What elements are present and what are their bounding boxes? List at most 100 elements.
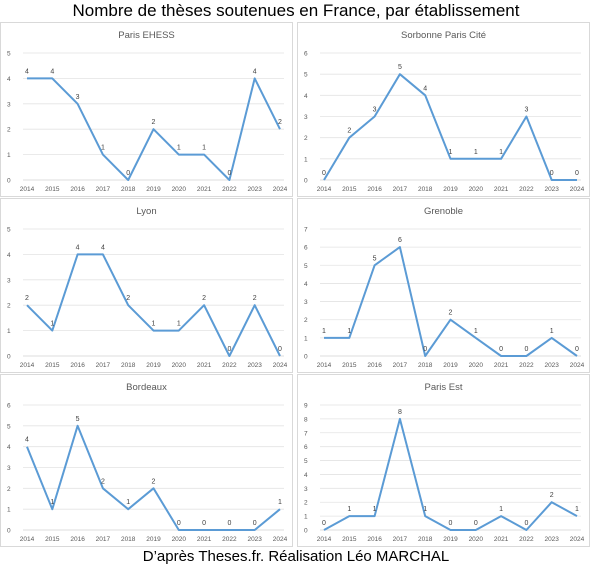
x-tick-label: 2021 bbox=[197, 536, 212, 543]
x-tick-label: 2017 bbox=[96, 362, 111, 369]
data-label: 0 bbox=[423, 346, 427, 353]
x-tick-label: 2023 bbox=[247, 536, 262, 543]
data-label: 1 bbox=[550, 328, 554, 335]
x-tick-label: 2022 bbox=[222, 536, 237, 543]
series-line bbox=[26, 253, 281, 357]
x-tick-label: 2023 bbox=[544, 186, 559, 193]
figure-title: Nombre de thèses soutenues en France, pa… bbox=[72, 1, 520, 20]
x-tick-label: 2014 bbox=[20, 186, 35, 193]
y-tick-label: 6 bbox=[304, 444, 308, 451]
data-label: 1 bbox=[177, 321, 181, 328]
x-tick-label: 2017 bbox=[393, 536, 408, 543]
data-label: 1 bbox=[347, 328, 351, 335]
x-tick-label: 2018 bbox=[418, 362, 433, 369]
y-tick-label: 6 bbox=[304, 245, 308, 252]
y-tick-label: 2 bbox=[304, 317, 308, 324]
data-label: 5 bbox=[398, 64, 402, 71]
y-tick-label: 4 bbox=[7, 444, 11, 451]
x-tick-label: 2022 bbox=[519, 186, 534, 193]
y-tick-label: 3 bbox=[304, 299, 308, 306]
x-tick-label: 2022 bbox=[519, 362, 534, 369]
data-label: 1 bbox=[575, 506, 579, 513]
y-tick-label: 0 bbox=[7, 178, 11, 185]
data-label: 4 bbox=[423, 85, 427, 92]
data-label: 4 bbox=[25, 68, 29, 75]
data-label: 5 bbox=[76, 416, 80, 423]
x-tick-label: 2021 bbox=[197, 186, 212, 193]
x-tick-label: 2024 bbox=[273, 186, 288, 193]
series-line bbox=[27, 77, 281, 181]
x-tick-label: 2020 bbox=[469, 536, 484, 543]
data-label: 3 bbox=[76, 94, 80, 101]
y-tick-label: 5 bbox=[7, 423, 11, 430]
x-tick-label: 2015 bbox=[45, 362, 60, 369]
x-tick-label: 2021 bbox=[494, 186, 509, 193]
y-tick-label: 2 bbox=[7, 303, 11, 310]
y-tick-label: 5 bbox=[304, 263, 308, 270]
y-tick-label: 0 bbox=[7, 528, 11, 535]
x-tick-label: 2020 bbox=[469, 362, 484, 369]
x-tick-label: 2017 bbox=[96, 186, 111, 193]
y-tick-label: 1 bbox=[304, 335, 308, 342]
y-tick-label: 3 bbox=[304, 114, 308, 121]
data-label: 2 bbox=[347, 128, 351, 135]
data-label: 0 bbox=[227, 520, 231, 527]
y-tick-label: 6 bbox=[7, 403, 11, 410]
data-label: 2 bbox=[278, 119, 282, 126]
chart-title: Sorbonne Paris Cité bbox=[401, 30, 486, 41]
x-tick-label: 2018 bbox=[418, 186, 433, 193]
y-tick-label: 7 bbox=[304, 227, 308, 234]
chart-panel-paris-est: Paris Est 0 1 2 3 4 5 6 7 8 9 2014 2015 2016 2017 2018 2… bbox=[297, 374, 590, 547]
y-tick-label: 2 bbox=[7, 127, 11, 134]
x-tick-label: 2018 bbox=[121, 536, 136, 543]
chart-panel-grenoble: Grenoble 0 1 2 3 4 5 6 7 2014 2015 2016 2017 2018 2019… bbox=[297, 198, 590, 373]
y-tick-label: 4 bbox=[304, 472, 308, 479]
x-tick-label: 2016 bbox=[70, 186, 85, 193]
x-tick-label: 2016 bbox=[367, 186, 382, 193]
data-label: 1 bbox=[50, 499, 54, 506]
y-tick-label: 3 bbox=[7, 101, 11, 108]
y-tick-label: 4 bbox=[304, 93, 308, 100]
y-tick-label: 4 bbox=[7, 252, 11, 259]
data-label: 5 bbox=[373, 255, 377, 262]
data-label: 2 bbox=[126, 295, 130, 302]
x-tick-label: 2016 bbox=[70, 536, 85, 543]
data-label: 2 bbox=[550, 492, 554, 499]
y-tick-label: 3 bbox=[304, 486, 308, 493]
y-tick-label: 3 bbox=[7, 277, 11, 284]
x-tick-label: 2019 bbox=[443, 536, 458, 543]
y-tick-label: 3 bbox=[7, 465, 11, 472]
x-tick-label: 2014 bbox=[317, 186, 332, 193]
data-label: 4 bbox=[76, 244, 80, 251]
data-label: 0 bbox=[575, 346, 579, 353]
data-label: 0 bbox=[575, 170, 579, 177]
x-tick-label: 2016 bbox=[367, 362, 382, 369]
chart-title: Lyon bbox=[136, 206, 156, 217]
x-tick-label: 2018 bbox=[418, 536, 433, 543]
chart-panel-paris-ehess: Paris EHESS 0 1 2 3 4 5 2014 2015 2016 2017 2018 201… bbox=[0, 22, 293, 197]
data-label: 1 bbox=[50, 321, 54, 328]
x-tick-label: 2017 bbox=[393, 362, 408, 369]
x-tick-label: 2019 bbox=[443, 186, 458, 193]
y-tick-label: 9 bbox=[304, 403, 308, 410]
data-label: 0 bbox=[322, 520, 326, 527]
x-tick-label: 2015 bbox=[342, 186, 357, 193]
y-tick-label: 4 bbox=[304, 281, 308, 288]
chart-panel-sorbonne-paris-cite: Sorbonne Paris Cité 0 1 2 3 4 5 6 2014 2015 2016 20… bbox=[297, 22, 590, 197]
y-tick-label: 1 bbox=[304, 514, 308, 521]
data-label: 1 bbox=[202, 145, 206, 152]
data-label: 0 bbox=[474, 520, 478, 527]
x-tick-label: 2024 bbox=[570, 186, 585, 193]
series-line bbox=[323, 73, 577, 181]
x-tick-label: 2016 bbox=[70, 362, 85, 369]
x-tick-label: 2014 bbox=[20, 536, 35, 543]
data-label: 2 bbox=[253, 295, 257, 302]
y-tick-label: 5 bbox=[304, 458, 308, 465]
x-tick-label: 2024 bbox=[273, 536, 288, 543]
data-label: 0 bbox=[322, 170, 326, 177]
chart-title: Grenoble bbox=[424, 206, 463, 217]
